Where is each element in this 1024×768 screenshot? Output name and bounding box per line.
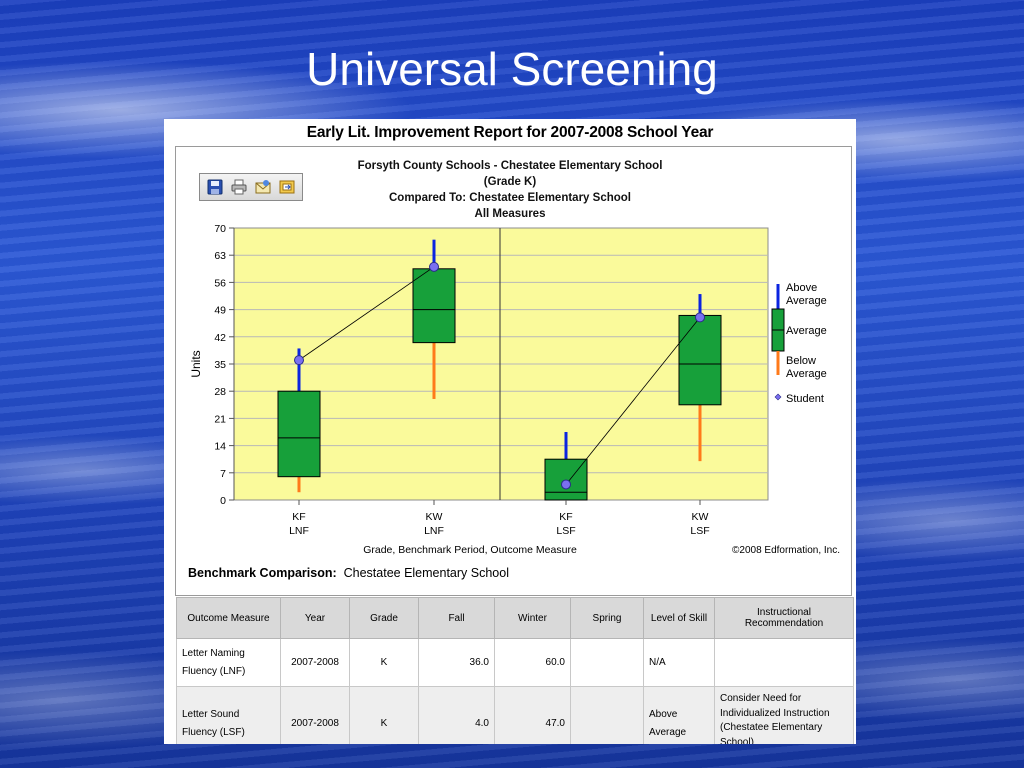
x-axis-label: Grade, Benchmark Period, Outcome Measure bbox=[363, 544, 577, 556]
cell-year: 2007-2008 bbox=[280, 638, 350, 687]
box-plot-chart: 0 7 14 21 28 35 42 49 56 63 70 Units KF LNF KW LNF KF LSF… bbox=[189, 223, 840, 556]
cell-level: Above Average bbox=[643, 686, 715, 744]
cell-measure: Letter Sound Fluency (LSF) bbox=[176, 686, 281, 744]
email-icon[interactable] bbox=[254, 178, 272, 196]
y-tick-label: 70 bbox=[214, 223, 226, 235]
cell-winter: 60.0 bbox=[494, 638, 571, 687]
x-tick-label-measure: LSF bbox=[690, 525, 709, 537]
x-tick-label-period: KW bbox=[692, 511, 709, 523]
legend-label-below-average: Below Average bbox=[786, 355, 827, 380]
student-point bbox=[294, 355, 304, 366]
y-axis-label: Units bbox=[189, 350, 203, 377]
average-box bbox=[412, 268, 456, 344]
col-header-outcome-measure: Outcome Measure bbox=[176, 597, 281, 639]
y-tick-label: 28 bbox=[214, 386, 226, 398]
y-tick-label: 7 bbox=[220, 468, 226, 480]
copyright-text: ©2008 Edformation, Inc. bbox=[732, 545, 840, 556]
slide-title: Universal Screening bbox=[306, 43, 718, 95]
legend-label-average: Average bbox=[786, 325, 827, 337]
col-header-spring: Spring bbox=[570, 597, 644, 639]
y-tick-label: 42 bbox=[214, 332, 226, 344]
x-tick-label-measure: LNF bbox=[424, 525, 444, 537]
x-tick-label-period: KF bbox=[292, 511, 305, 523]
x-tick-label-measure: LNF bbox=[289, 525, 309, 537]
subtitle-measures: All Measures bbox=[474, 208, 546, 220]
legend-label-student: Student bbox=[786, 393, 824, 405]
student-trend-line bbox=[565, 317, 701, 485]
chart-frame bbox=[175, 146, 852, 596]
col-header-grade: Grade bbox=[349, 597, 419, 639]
benchmark-comparison: Benchmark Comparison: Chestatee Elementa… bbox=[188, 566, 509, 580]
print-icon[interactable] bbox=[230, 178, 248, 196]
student-trend-line bbox=[298, 266, 435, 361]
y-tick-label: 21 bbox=[214, 413, 226, 425]
y-tick-label: 0 bbox=[220, 495, 226, 507]
legend-student-swatch bbox=[774, 393, 782, 401]
cell-grade: K bbox=[349, 686, 419, 744]
report-panel: Early Lit. Improvement Report for 2007-2… bbox=[164, 119, 856, 744]
col-header-year: Year bbox=[280, 597, 350, 639]
col-header-instructional-recommendation: Instructional Recommendation bbox=[714, 597, 854, 639]
x-tick-label-period: KW bbox=[426, 511, 443, 523]
report-toolbar bbox=[199, 173, 303, 201]
subtitle-district: Forsyth County Schools - Chestatee Eleme… bbox=[357, 160, 663, 172]
cell-spring bbox=[570, 638, 644, 687]
benchmark-label: Benchmark Comparison: bbox=[188, 566, 337, 580]
y-tick-label: 63 bbox=[214, 250, 226, 262]
student-point bbox=[695, 312, 705, 323]
cell-level: N/A bbox=[643, 638, 715, 687]
cell-fall: 4.0 bbox=[418, 686, 495, 744]
cell-recommendation: Consider Need for Individualized Instruc… bbox=[714, 686, 854, 744]
report-title: Early Lit. Improvement Report for 2007-2… bbox=[306, 124, 714, 141]
save-icon[interactable] bbox=[206, 178, 224, 196]
student-point bbox=[429, 261, 439, 272]
table-row: Letter Naming Fluency (LNF) 2007-2008 K … bbox=[176, 638, 854, 687]
cell-measure: Letter Naming Fluency (LNF) bbox=[176, 638, 281, 687]
results-table: Outcome Measure Year Grade Fall Winter S… bbox=[176, 597, 854, 744]
subtitle-comparison: Compared To: Chestatee Elementary School bbox=[389, 192, 631, 204]
cell-spring bbox=[570, 686, 644, 744]
subtitle-grade: (Grade K) bbox=[483, 176, 537, 188]
legend-label-above-average: Above Average bbox=[786, 282, 827, 307]
cell-recommendation bbox=[714, 638, 854, 687]
cell-year: 2007-2008 bbox=[280, 686, 350, 744]
y-tick-label: 56 bbox=[214, 277, 226, 289]
table-row: Letter Sound Fluency (LSF) 2007-2008 K 4… bbox=[176, 686, 854, 744]
y-tick-label: 14 bbox=[214, 441, 226, 453]
student-point bbox=[561, 479, 571, 490]
col-header-level-of-skill: Level of Skill bbox=[643, 597, 715, 639]
col-header-fall: Fall bbox=[418, 597, 495, 639]
table-header-row: Outcome Measure Year Grade Fall Winter S… bbox=[176, 597, 854, 639]
cell-fall: 36.0 bbox=[418, 638, 495, 687]
cell-winter: 47.0 bbox=[494, 686, 571, 744]
cell-grade: K bbox=[349, 638, 419, 687]
y-tick-label: 49 bbox=[214, 305, 226, 317]
x-tick-label-measure: LSF bbox=[556, 525, 575, 537]
export-icon[interactable] bbox=[278, 178, 296, 196]
benchmark-value: Chestatee Elementary School bbox=[343, 566, 509, 580]
x-tick-label-period: KF bbox=[559, 511, 572, 523]
average-box bbox=[277, 390, 321, 478]
y-tick-label: 35 bbox=[214, 359, 226, 371]
col-header-winter: Winter bbox=[494, 597, 571, 639]
average-box bbox=[678, 314, 722, 406]
